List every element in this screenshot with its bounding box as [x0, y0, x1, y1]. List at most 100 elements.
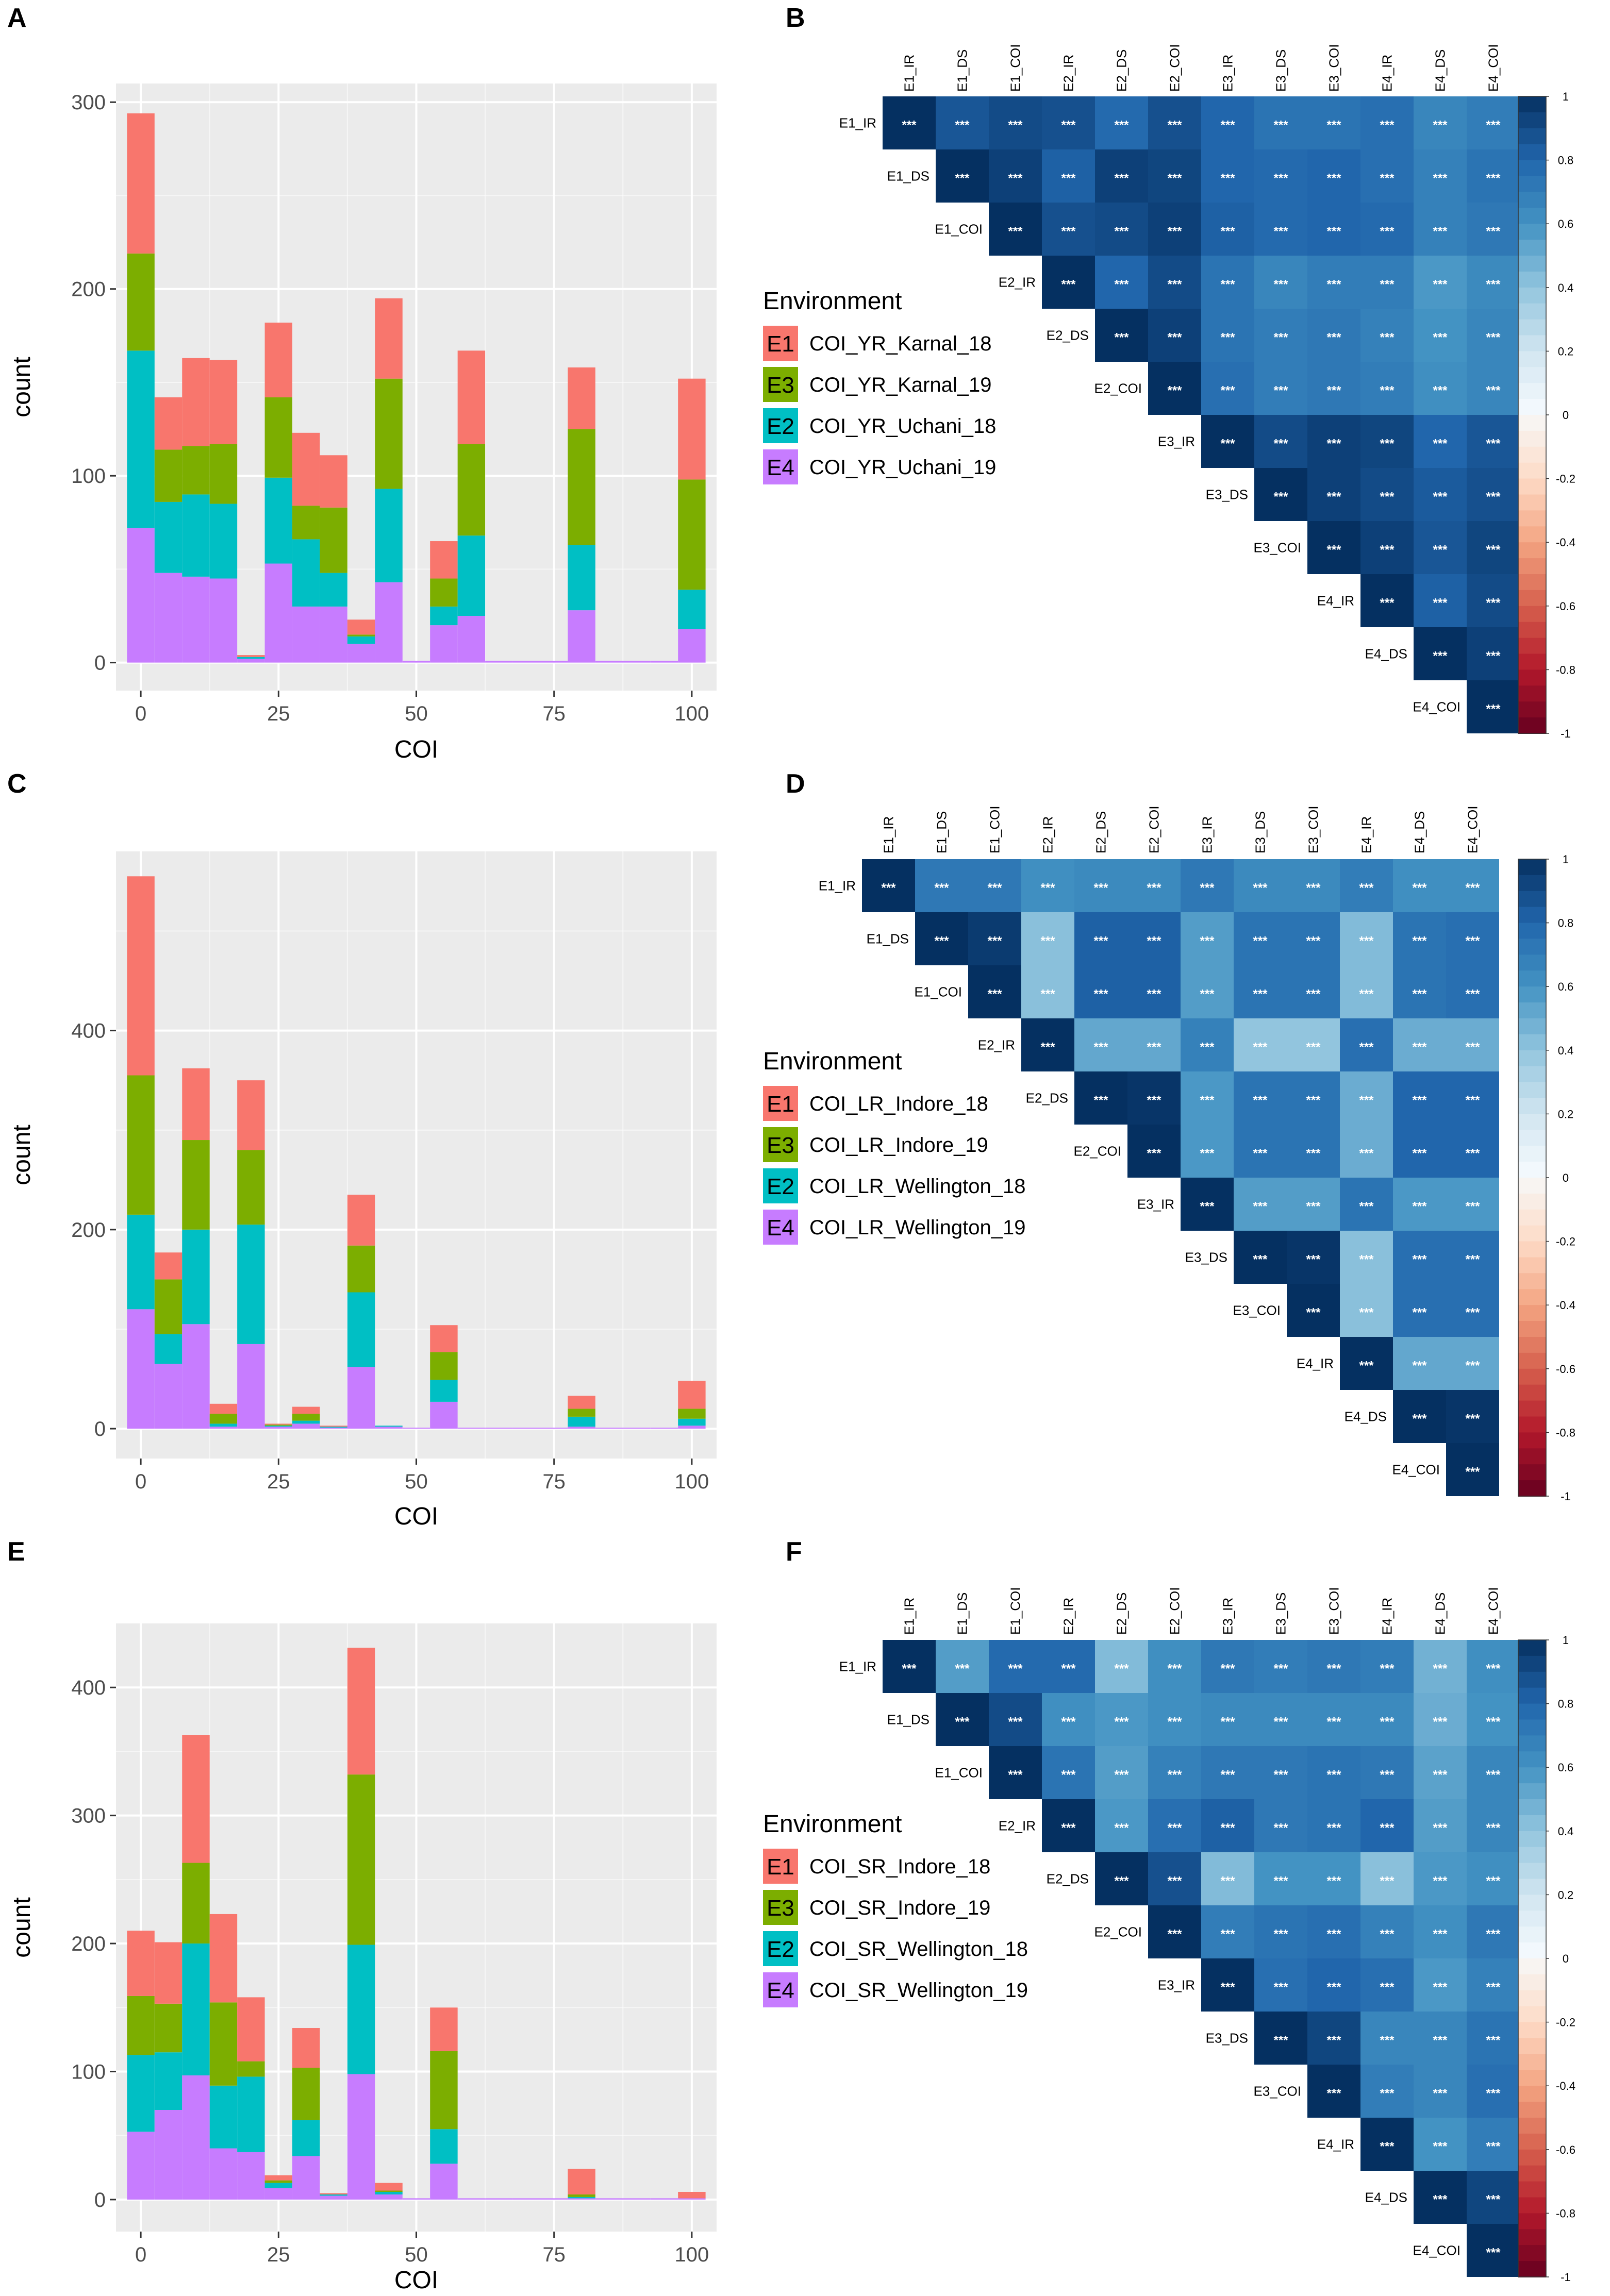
significance-stars: *** [1306, 987, 1321, 1001]
row-label: E1_DS [887, 1712, 930, 1728]
cell-1-4 [1095, 149, 1148, 203]
colorbar-tick-label: -0.6 [1556, 1363, 1575, 1376]
cell-4-5 [1148, 1852, 1201, 1905]
bar-e4-bin-19 [650, 1428, 678, 1429]
bar-e4-bin-15 [540, 661, 568, 663]
column-label: E4_DS [1433, 1593, 1448, 1635]
bar-e4-bin-4 [237, 659, 265, 663]
row-label: E2_IR [999, 1818, 1036, 1834]
significance-stars: *** [1433, 172, 1448, 186]
row-label: E3_IR [1137, 1197, 1174, 1212]
colorbar-segment [1518, 1289, 1546, 1306]
cell-2-10 [1414, 1746, 1467, 1799]
significance-stars: *** [1273, 1662, 1288, 1676]
bar-e4-bin-13 [485, 1428, 513, 1429]
bar-e1-bin-16 [568, 1396, 595, 1409]
y-tick-label: 100 [71, 465, 106, 488]
significance-stars: *** [955, 1715, 970, 1729]
cell-4-11 [1467, 309, 1520, 362]
colorbar-segment [1518, 478, 1546, 495]
bar-e3-bin-2 [182, 446, 210, 495]
significance-stars: *** [1008, 172, 1023, 186]
colorbar-tick-label: 0.8 [1558, 1698, 1574, 1711]
significance-stars: *** [1465, 1041, 1480, 1054]
colorbar-segment [1518, 208, 1546, 225]
colorbar-segment [1518, 2197, 1546, 2214]
significance-stars: *** [1486, 1662, 1501, 1676]
cell-3-7 [1254, 256, 1307, 309]
cell-9-11 [1467, 574, 1520, 627]
bar-e3-bin-3 [209, 444, 238, 504]
cell-9-11 [1446, 1337, 1499, 1390]
colorbar-tick-label: 0 [1563, 1952, 1569, 1965]
cell-1-6 [1201, 149, 1254, 203]
significance-stars: *** [1359, 881, 1374, 895]
significance-stars: *** [1220, 172, 1235, 186]
bar-e4-bin-18 [623, 1428, 651, 1429]
significance-stars: *** [1412, 1094, 1427, 1108]
cell-1-5 [1148, 149, 1201, 203]
cell-0-7 [1254, 96, 1307, 149]
cell-8-9 [1360, 2065, 1414, 2118]
row-label: E4_COI [1392, 1462, 1440, 1478]
cell-9-9 [1360, 574, 1414, 627]
cell-5-5 [1148, 1905, 1201, 1958]
significance-stars: *** [1326, 1715, 1341, 1729]
cell-10-10 [1393, 1390, 1446, 1443]
colorbar-segment [1518, 1831, 1546, 1848]
significance-stars: *** [1114, 278, 1129, 292]
legend-key-e4: E4 [767, 455, 794, 480]
significance-stars: *** [1114, 225, 1129, 239]
colorbar-tick-label: -0.6 [1556, 2143, 1575, 2156]
colorbar-segment [1518, 383, 1546, 400]
bar-e2-bin-8 [347, 636, 375, 644]
row-label: E4_DS [1365, 2190, 1407, 2205]
cell-5-6 [1201, 1905, 1254, 1958]
legend-label-e4: COI_LR_Wellington_19 [809, 1216, 1026, 1239]
cell-1-3 [1021, 912, 1074, 965]
significance-stars: *** [1380, 2140, 1395, 2154]
cell-2-3 [1021, 965, 1074, 1018]
cell-6-7 [1234, 1178, 1287, 1231]
bar-e1-bin-20 [678, 2191, 706, 2199]
colorbar-tick-label: 0.6 [1558, 1761, 1574, 1774]
colorbar-tick-label: 1 [1563, 90, 1569, 103]
significance-stars: *** [1326, 543, 1341, 557]
colorbar-segment [1518, 653, 1546, 671]
bar-e4-bin-11 [430, 625, 458, 663]
cell-6-6 [1181, 1178, 1234, 1231]
colorbar-segment [1518, 574, 1546, 591]
bar-e1-bin-7 [320, 2193, 347, 2194]
bar-e1-bin-0 [127, 876, 155, 1076]
legend-key-e1: E1 [767, 331, 794, 357]
colorbar-tick-label: -0.8 [1556, 663, 1575, 676]
row-label: E2_IR [999, 275, 1036, 290]
bar-e4-bin-20 [678, 2198, 706, 2200]
bar-e1-bin-11 [430, 2007, 458, 2051]
significance-stars: *** [1273, 1981, 1288, 1995]
significance-stars: *** [1114, 1715, 1129, 1729]
bar-e1-bin-9 [375, 2183, 403, 2191]
cell-0-1 [936, 96, 989, 149]
cell-3-5 [1148, 1799, 1201, 1852]
x-tick-label: 75 [542, 1470, 566, 1493]
cell-4-10 [1414, 309, 1467, 362]
significance-stars: *** [1486, 2034, 1501, 2048]
colorbar-segment [1518, 1384, 1546, 1401]
bar-e3-bin-8 [347, 634, 375, 636]
significance-stars: *** [1380, 1981, 1395, 1995]
bar-e1-bin-11 [430, 1325, 458, 1352]
significance-stars: *** [1433, 649, 1448, 663]
cell-4-4 [1095, 1852, 1148, 1905]
significance-stars: *** [1220, 225, 1235, 239]
column-label: E2_DS [1114, 1593, 1130, 1635]
significance-stars: *** [1486, 2140, 1501, 2154]
cell-1-3 [1042, 149, 1095, 203]
cell-2-2 [989, 1746, 1042, 1799]
cell-5-8 [1307, 1905, 1360, 1958]
significance-stars: *** [1167, 225, 1182, 239]
colorbar-segment [1518, 2022, 1546, 2039]
colorbar-segment [1518, 2229, 1546, 2246]
bar-e3-bin-8 [347, 1774, 375, 1945]
bar-e4-bin-0 [127, 1309, 155, 1429]
